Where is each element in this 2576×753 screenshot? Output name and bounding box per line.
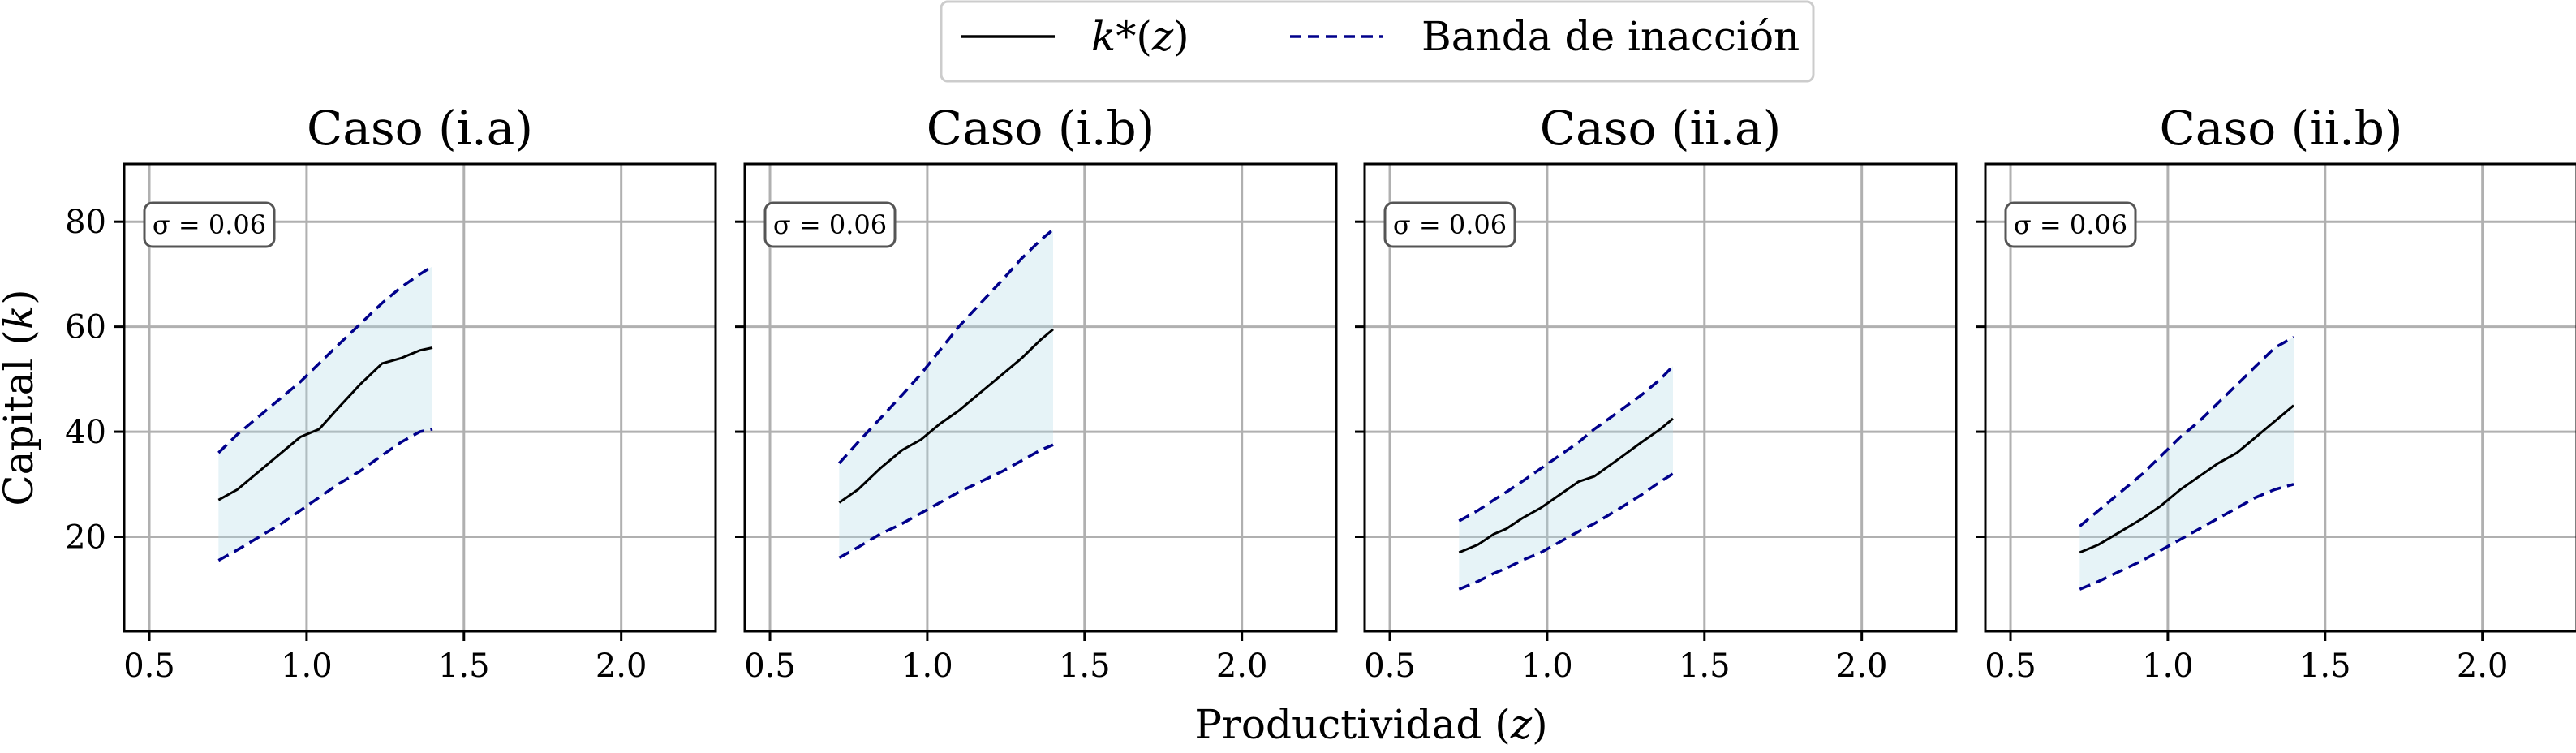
band-upper-line	[838, 228, 1055, 465]
sigma-label: σ = 0.06	[773, 209, 887, 240]
x-tick-label: 2.0	[2457, 648, 2509, 685]
y-tick-label: 40	[65, 414, 106, 451]
band-upper-line	[2079, 336, 2294, 527]
x-tick-label: 0.5	[1364, 648, 1416, 685]
band-upper-line	[217, 265, 433, 454]
panel-title: Caso (ii.b)	[2160, 101, 2403, 156]
legend-band-label: Banda de inacción	[1421, 13, 1800, 60]
x-tick-label: 0.5	[123, 648, 175, 685]
x-tick-label: 0.5	[1985, 648, 2036, 685]
x-tick-label: 2.0	[596, 648, 647, 685]
sigma-box	[1383, 201, 1516, 248]
x-tick-label: 1.5	[1059, 648, 1111, 685]
x-tick-label: 1.0	[2142, 648, 2194, 685]
x-tick-label: 2.0	[1216, 648, 1268, 685]
legend: k*(z) Banda de inacción	[940, 0, 1815, 83]
band-lower-line	[1458, 472, 1674, 591]
x-tick-label: 1.5	[438, 648, 490, 685]
x-tick-label: 2.0	[1836, 648, 1888, 685]
sigma-label: σ = 0.06	[2014, 209, 2127, 240]
panel-title: Caso (ii.a)	[1540, 101, 1781, 156]
legend-kstar-label: k*(z)	[1091, 13, 1189, 60]
band-lower-line	[217, 428, 433, 562]
band-fill	[1459, 366, 1674, 590]
kstar-line	[1458, 417, 1674, 554]
band-fill	[839, 229, 1054, 558]
sigma-label: σ = 0.06	[153, 209, 266, 240]
y-tick-label: 60	[65, 309, 106, 346]
y-axis-label: Capital (k)	[0, 289, 42, 506]
panel-title: Caso (i.a)	[307, 101, 533, 156]
band-upper-line	[1458, 364, 1675, 523]
axes-frame	[123, 162, 717, 633]
axes-frame	[1984, 162, 2576, 633]
kstar-line	[2079, 404, 2294, 554]
sigma-box	[763, 201, 897, 248]
panel-3: 0.5 1.0 1.5 2.0 Caso (ii.a) σ = 0.06	[1355, 101, 1958, 685]
band-fill	[218, 266, 433, 561]
x-tick-label: 1.0	[901, 648, 953, 685]
x-tick-label: 1.0	[1521, 648, 1573, 685]
sigma-box	[2004, 201, 2137, 248]
axes-frame	[1363, 162, 1958, 633]
x-tick-label: 0.5	[744, 648, 796, 685]
axes-frame	[743, 162, 1338, 633]
y-tick-label: 80	[65, 204, 106, 241]
kstar-line	[838, 328, 1054, 504]
x-tick-label: 1.5	[2299, 648, 2351, 685]
legend-frame	[940, 0, 1815, 83]
kstar-line	[217, 346, 433, 501]
panel-1: 0.5 1.0 1.5 2.0 20 40 60 80 Caso (i.a) σ = 0.06	[65, 101, 717, 685]
sigma-label: σ = 0.06	[1393, 209, 1507, 240]
band-fill	[2079, 337, 2294, 590]
x-tick-label: 1.0	[281, 648, 333, 685]
panel-title: Caso (i.b)	[927, 101, 1155, 156]
x-axis-label: Productividad (z)	[1194, 701, 1547, 748]
y-tick-label: 20	[65, 519, 106, 557]
panel-2: 0.5 1.0 1.5 2.0 Caso (i.b) σ = 0.06	[735, 101, 1338, 685]
panel-4: 0.5 1.0 1.5 2.0 Caso (ii.b) σ = 0.06	[1976, 101, 2576, 685]
x-tick-label: 1.5	[1679, 648, 1731, 685]
band-lower-line	[838, 443, 1054, 559]
sigma-box	[143, 201, 276, 248]
band-lower-line	[2079, 483, 2294, 591]
